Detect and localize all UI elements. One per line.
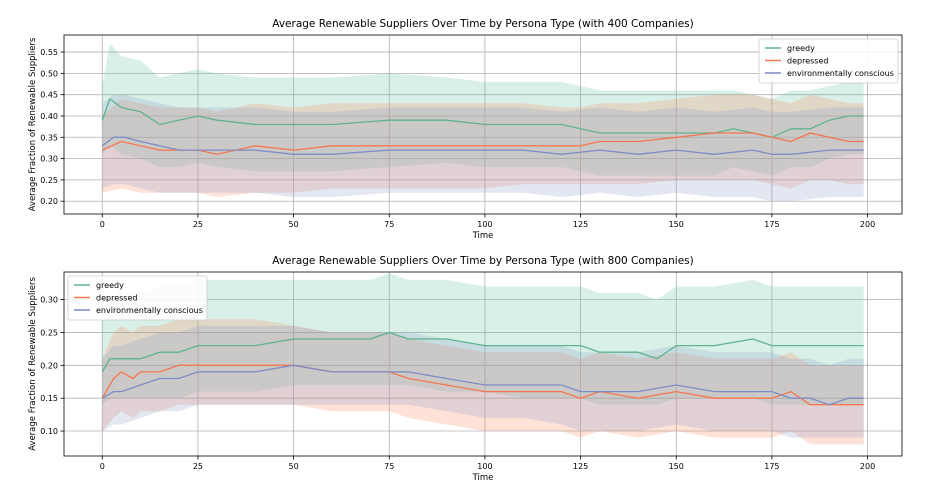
y-tick-label: 0.20	[40, 361, 58, 370]
chart-title: Average Renewable Suppliers Over Time by…	[272, 18, 693, 30]
legend-label-greedy: greedy	[96, 281, 124, 290]
x-axis-label: Time	[472, 231, 494, 241]
axes-frame	[63, 34, 903, 215]
legend-box	[758, 38, 899, 84]
x-tick-label: 0	[100, 220, 105, 229]
y-tick-label: 0.55	[40, 48, 58, 57]
legend-item-greedy: greedy	[765, 44, 815, 53]
x-tick-label: 175	[764, 220, 779, 229]
line-environmentally-conscious	[101, 364, 864, 406]
confidence-bands	[102, 273, 864, 445]
legend-label-depressed: depressed	[96, 294, 137, 303]
y-axis: 0.10 0.15 0.20 0.25 0.30	[40, 296, 64, 436]
band-environmentally-conscious	[102, 94, 864, 202]
line-depressed	[101, 364, 864, 406]
y-tick-label: 0.50	[40, 69, 58, 78]
y-tick-label: 0.10	[40, 427, 58, 436]
x-tick-label: 150	[669, 462, 684, 471]
line-greedy	[101, 331, 864, 373]
x-tick-label: 75	[384, 220, 394, 229]
line-greedy	[101, 98, 864, 138]
legend-item-depressed: depressed	[765, 57, 828, 66]
x-tick-label: 100	[477, 462, 492, 471]
y-tick-label: 0.30	[40, 155, 58, 164]
axes-frame	[63, 271, 903, 457]
x-tick-label: 25	[193, 220, 203, 229]
x-tick-label: 125	[573, 220, 588, 229]
x-tick-label: 150	[669, 220, 684, 229]
chart-400-companies: 0 25 50 75 100 125 150 175 2000.200.250.300.350.…	[28, 18, 903, 241]
legend-item-depressed: depressed	[74, 294, 137, 303]
x-tick-label: 75	[384, 462, 394, 471]
x-tick-label: 50	[288, 462, 298, 471]
legend-box	[67, 275, 208, 321]
chart-title: Average Renewable Suppliers Over Time by…	[272, 255, 693, 267]
x-axis: 0 25 50 75 100 125 150 175 200	[100, 214, 875, 229]
chart-800-companies: 0 25 50 75 100 125 150 175 2000.100.150.200.250.…	[28, 255, 903, 483]
band-environmentally-conscious	[102, 325, 864, 438]
series-lines	[101, 98, 864, 155]
legend-label-environmentally-conscious: environmentally conscious	[787, 69, 894, 78]
y-tick-label: 0.20	[40, 197, 58, 206]
x-tick-label: 100	[477, 220, 492, 229]
legend-item-environmentally-conscious: environmentally conscious	[74, 306, 203, 315]
band-greedy	[102, 273, 864, 405]
legend-label-depressed: depressed	[787, 57, 828, 66]
x-tick-label: 200	[860, 220, 875, 229]
series-lines	[101, 331, 864, 406]
legend-item-greedy: greedy	[74, 281, 124, 290]
y-tick-label: 0.15	[40, 394, 58, 403]
band-greedy	[102, 43, 864, 176]
x-tick-label: 0	[100, 462, 105, 471]
x-tick-label: 125	[573, 462, 588, 471]
legend: greedy depressed environmentally conscious	[758, 38, 899, 84]
y-axis-label: Average Fraction of Renewable Suppliers	[28, 277, 38, 451]
legend: greedy depressed environmentally conscious	[67, 275, 208, 321]
x-tick-label: 25	[193, 462, 203, 471]
y-axis: 0.20 0.25 0.30 0.35 0.40 0.45 0.50 0.55	[40, 48, 64, 206]
x-tick-label: 200	[860, 462, 875, 471]
legend-label-environmentally-conscious: environmentally conscious	[96, 306, 203, 315]
x-axis: 0 25 50 75 100 125 150 175 200	[100, 456, 875, 471]
legend-label-greedy: greedy	[787, 44, 815, 53]
y-tick-label: 0.45	[40, 91, 58, 100]
y-tick-label: 0.40	[40, 112, 58, 121]
band-depressed	[102, 319, 864, 445]
y-axis-label: Average Fraction of Renewable Suppliers	[28, 37, 38, 211]
y-tick-label: 0.25	[40, 176, 58, 185]
y-tick-label: 0.30	[40, 296, 58, 305]
y-tick-label: 0.35	[40, 133, 58, 142]
line-environmentally-conscious	[101, 136, 864, 155]
x-tick-label: 175	[764, 462, 779, 471]
y-tick-label: 0.25	[40, 328, 58, 337]
x-tick-label: 50	[288, 220, 298, 229]
legend-item-environmentally-conscious: environmentally conscious	[765, 69, 894, 78]
x-axis-label: Time	[472, 473, 494, 483]
